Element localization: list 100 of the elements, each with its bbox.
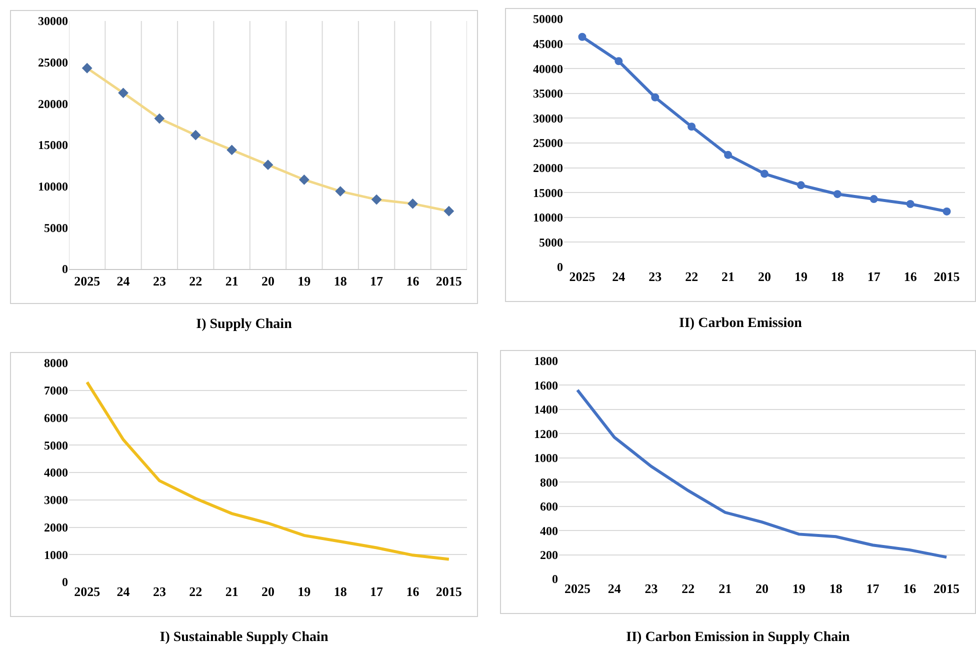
- x-tick-label: 2015: [934, 269, 960, 284]
- y-tick-label: 0: [552, 572, 558, 586]
- x-tick-label: 21: [722, 269, 735, 284]
- x-tick-label: 17: [866, 581, 880, 596]
- x-tick-label: 2025: [74, 274, 101, 289]
- point: [796, 181, 805, 190]
- y-tick-label: 30000: [38, 14, 68, 28]
- y-tick-label: 400: [540, 524, 558, 538]
- text: II) Carbon Emission in Supply Chain: [625, 630, 851, 646]
- text: I) Supply Chain: [195, 317, 293, 333]
- point: [335, 186, 346, 196]
- point: [190, 130, 201, 140]
- x-tick-label: 18: [334, 274, 348, 289]
- x-tick-label: 19: [298, 584, 312, 599]
- x-tick-label: 2015: [934, 581, 960, 596]
- point: [833, 190, 842, 198]
- y-tick-label: 200: [540, 548, 558, 562]
- y-tick-label: 1600: [534, 378, 558, 392]
- y-tick-label: 5000: [44, 220, 68, 235]
- x-tick-label: 21: [718, 581, 732, 596]
- y-tick-label: 15000: [38, 138, 68, 152]
- y-tick-label: 1000: [534, 451, 558, 466]
- line-series: [86, 380, 450, 561]
- y-tick-label: 600: [540, 500, 558, 514]
- y-tick-label: 0: [557, 260, 563, 274]
- y-tick-label: 5000: [539, 235, 563, 250]
- x-tick-label: 18: [830, 269, 844, 284]
- y-tick-label: 10000: [533, 210, 563, 225]
- point: [82, 62, 92, 74]
- x-tick-label: 23: [152, 584, 166, 599]
- x-tick-label: 24: [116, 584, 130, 599]
- x-tick-label: 17: [370, 584, 384, 599]
- y-tick-label: 8000: [44, 356, 68, 370]
- x-tick-label: 23: [644, 581, 658, 596]
- x-tick-label: 16: [406, 584, 420, 599]
- x-tick-label: 22: [189, 584, 202, 599]
- point: [226, 144, 238, 156]
- point: [262, 160, 274, 170]
- x-tick-label: 20: [262, 274, 274, 289]
- x-tick-label: 16: [406, 274, 420, 289]
- x-tick-label: 19: [794, 269, 808, 284]
- y-tick-label: 6000: [44, 410, 68, 425]
- line-series: [576, 388, 948, 559]
- x-tick-label: 2015: [436, 584, 462, 599]
- y-tick-label: 40000: [533, 62, 563, 76]
- y-tick-label: 7000: [44, 384, 68, 398]
- x-tick-label: 19: [298, 274, 312, 289]
- text: I) Sustainable Supply Chain: [158, 630, 330, 646]
- point: [724, 150, 732, 159]
- x-tick-label: 2025: [564, 581, 591, 596]
- y-tick-label: 0: [62, 575, 68, 590]
- x-tick-label: 16: [904, 269, 918, 284]
- x-tick-label: 22: [685, 269, 698, 284]
- point: [298, 174, 310, 185]
- y-tick-label: 25000: [533, 136, 563, 150]
- y-tick-label: 35000: [533, 86, 563, 101]
- y-tick-label: 20000: [533, 161, 563, 175]
- y-tick-label: 800: [540, 475, 558, 490]
- x-tick-label: 24: [608, 581, 622, 596]
- point: [614, 57, 623, 66]
- y-tick-label: 5000: [44, 438, 68, 452]
- y-tick-label: 45000: [533, 37, 563, 51]
- x-tick-label: 21: [225, 584, 238, 599]
- point: [688, 122, 696, 131]
- x-tick-label: 2025: [569, 269, 596, 284]
- x-tick-label: 16: [903, 581, 917, 596]
- x-tick-label: 21: [225, 274, 238, 289]
- y-tick-label: 0: [62, 262, 68, 276]
- x-tick-label: 20: [262, 584, 274, 599]
- point: [942, 207, 951, 216]
- point: [870, 195, 878, 204]
- x-tick-label: 18: [334, 584, 348, 599]
- x-tick-label: 22: [189, 274, 202, 289]
- x-tick-label: 2015: [436, 274, 462, 289]
- y-tick-label: 50000: [533, 12, 563, 26]
- x-tick-label: 2025: [74, 584, 101, 599]
- y-tick-label: 1000: [44, 548, 68, 562]
- point: [371, 194, 382, 205]
- x-tick-label: 17: [867, 269, 881, 284]
- y-tick-label: 4000: [44, 466, 68, 480]
- point: [578, 32, 586, 41]
- x-tick-label: 17: [370, 274, 384, 289]
- x-tick-label: 22: [682, 581, 695, 596]
- text: II) Carbon Emission: [678, 316, 803, 332]
- x-tick-label: 23: [648, 269, 662, 284]
- point: [760, 170, 768, 178]
- y-tick-label: 1200: [534, 426, 558, 441]
- x-tick-label: 20: [756, 581, 768, 596]
- y-tick-label: 25000: [38, 56, 68, 70]
- x-tick-label: 24: [116, 274, 130, 289]
- x-tick-label: 20: [758, 269, 771, 284]
- y-tick-label: 3000: [44, 493, 68, 508]
- x-tick-label: 19: [792, 581, 806, 596]
- y-tick-label: 15000: [533, 186, 563, 200]
- y-tick-label: 10000: [38, 180, 68, 194]
- y-tick-label: 30000: [533, 111, 563, 126]
- point: [154, 113, 165, 124]
- x-tick-label: 23: [152, 274, 166, 289]
- point: [444, 206, 454, 216]
- point: [651, 93, 660, 102]
